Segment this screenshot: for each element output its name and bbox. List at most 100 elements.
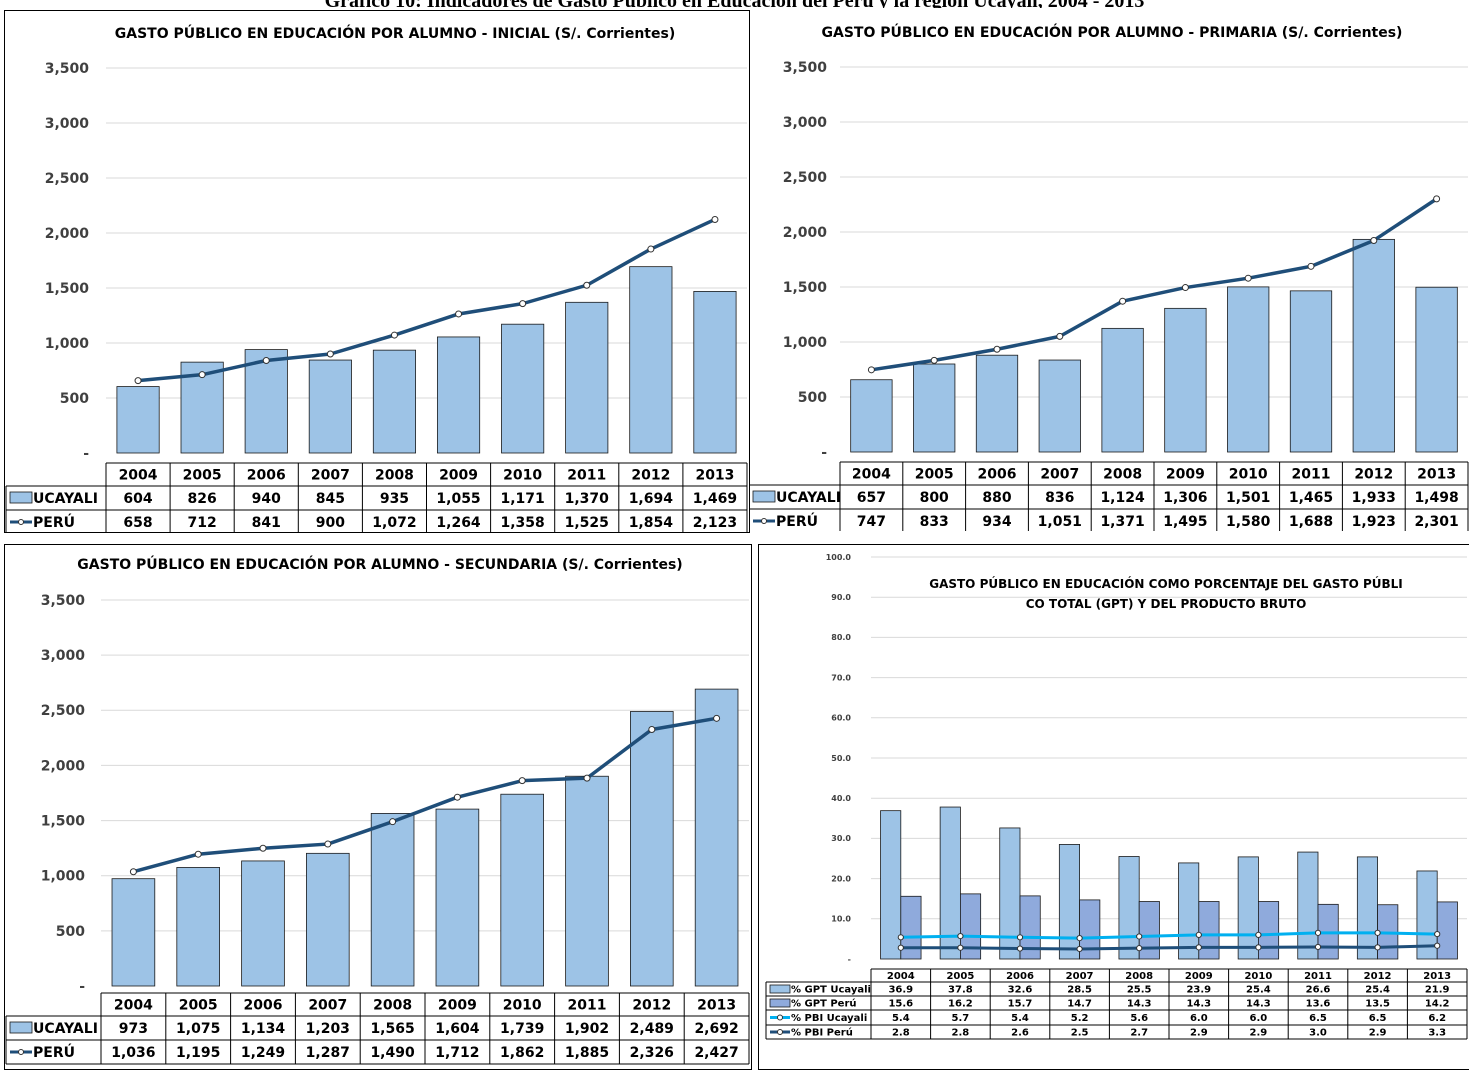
bar-peru: [1258, 902, 1278, 959]
data-label: 21.9: [1425, 985, 1450, 996]
x-category-label: 2013: [1417, 467, 1456, 483]
data-label: 15.6: [888, 999, 913, 1010]
data-label: 14.2: [1425, 999, 1450, 1010]
data-label: 1,465: [1289, 490, 1333, 506]
line-point: [325, 841, 331, 847]
legend-key-point: [778, 1015, 783, 1020]
chart-inicial: - 500 1,000 1,500 2,000 2,500 3,000 3,500 GASTO …: [5, 11, 749, 532]
line-point: [648, 246, 654, 252]
x-category-label: 2005: [915, 467, 954, 483]
line-point: [1017, 946, 1022, 951]
line-point: [390, 819, 396, 825]
y-tick-label: 1,500: [783, 280, 828, 296]
legend-label: % GPT Perú: [791, 998, 857, 1010]
x-category-label: 2009: [1166, 467, 1205, 483]
bar-ucayali: [1165, 308, 1206, 452]
data-label: 1,498: [1414, 490, 1458, 506]
data-label: 1,072: [372, 515, 416, 531]
y-tick-label: 1,000: [41, 869, 86, 885]
data-label: 1,036: [111, 1045, 155, 1061]
legend-key-bar: [10, 492, 32, 503]
x-category-label: 2007: [1040, 467, 1079, 483]
bar-ucayali: [1238, 857, 1258, 959]
x-category-label: 2004: [114, 998, 153, 1014]
data-label: 1,933: [1352, 490, 1396, 506]
line-point: [199, 372, 205, 378]
x-category-label: 2010: [1229, 467, 1268, 483]
data-label: 1,249: [241, 1045, 285, 1061]
bar-ucayali: [694, 291, 736, 453]
bar-peru: [901, 896, 921, 959]
y-tick-label: 3,500: [783, 60, 828, 76]
data-label: 1,712: [435, 1045, 479, 1061]
y-tick-label: 1,500: [41, 813, 86, 829]
line-point: [1182, 285, 1188, 291]
chart-title: GASTO PÚBLICO EN EDUCACIÓN POR ALUMNO - …: [822, 23, 1403, 41]
x-category-label: 2008: [1103, 467, 1142, 483]
chart-title-line: CO TOTAL (GPT) Y DEL PRODUCTO BRUTO: [1026, 597, 1307, 611]
data-label: 2,427: [694, 1045, 738, 1061]
legend-label: PERÚ: [776, 512, 818, 530]
data-label: 1,055: [436, 491, 480, 507]
legend-label: PERÚ: [33, 513, 75, 531]
data-label: 26.6: [1306, 985, 1331, 996]
data-label: 880: [982, 490, 1011, 506]
line-point: [1256, 945, 1261, 950]
data-label: 940: [252, 491, 281, 507]
bar-ucayali: [177, 867, 220, 986]
data-label: 2.8: [952, 1028, 970, 1039]
line-point: [714, 715, 720, 721]
x-category-label: 2009: [438, 998, 477, 1014]
chart-secundaria: - 500 1,000 1,500 2,000 2,500 3,000 3,500 GASTO …: [5, 545, 751, 1069]
x-category-label: 2011: [568, 998, 607, 1014]
data-label: 845: [316, 491, 345, 507]
x-category-label: 2011: [567, 468, 606, 484]
data-label: 1,565: [370, 1021, 414, 1037]
bar-ucayali: [976, 355, 1017, 452]
line-point: [391, 332, 397, 338]
x-category-label: 2004: [887, 971, 915, 982]
x-category-label: 2007: [308, 998, 347, 1014]
x-category-label: 2012: [1354, 467, 1393, 483]
line-point: [898, 935, 903, 940]
data-label: 28.5: [1067, 985, 1092, 996]
chart-title: GASTO PÚBLICO EN EDUCACIÓN POR ALUMNO - …: [115, 24, 675, 42]
y-tick-label: 90.0: [831, 593, 851, 602]
data-label: 1,739: [500, 1021, 544, 1037]
bar-ucayali: [1059, 844, 1079, 959]
data-label: 712: [188, 515, 217, 531]
data-label: 2.9: [1369, 1028, 1387, 1039]
y-tick-label: 2,000: [783, 225, 828, 241]
data-label: 14.3: [1186, 999, 1211, 1010]
x-category-label: 2006: [244, 998, 283, 1014]
x-category-label: 2005: [179, 998, 218, 1014]
data-label: 25.4: [1365, 985, 1390, 996]
y-tick-label: 500: [798, 390, 827, 406]
x-category-label: 2013: [697, 998, 736, 1014]
data-label: 1,862: [500, 1045, 544, 1061]
data-label: 1,195: [176, 1045, 220, 1061]
data-label: 800: [920, 490, 949, 506]
bar-ucayali: [913, 364, 954, 452]
data-label: 6.0: [1190, 1013, 1208, 1024]
line-point: [712, 216, 718, 222]
data-label: 1,134: [241, 1021, 286, 1037]
y-tick-label: 2,500: [783, 170, 828, 186]
line-point: [135, 378, 141, 384]
data-label: 2,326: [630, 1045, 674, 1061]
y-tick-label: 3,000: [41, 648, 86, 664]
series-line: [133, 718, 716, 871]
bar-ucayali: [1102, 328, 1143, 452]
y-tick-label: 2,500: [41, 703, 86, 719]
data-label: 935: [380, 491, 409, 507]
line-point: [1308, 263, 1314, 269]
x-category-label: 2004: [852, 467, 891, 483]
bar-ucayali: [1416, 287, 1457, 452]
data-label: 1,469: [693, 491, 737, 507]
page-title: Gráfico 10: Indicadores de Gasto Público…: [0, 0, 1469, 8]
bar-ucayali: [851, 380, 892, 452]
chart-title: GASTO PÚBLICO EN EDUCACIÓN POR ALUMNO - …: [77, 555, 682, 573]
y-tick-label: -: [79, 979, 85, 995]
data-label: 6.5: [1309, 1013, 1327, 1024]
y-tick-label: 80.0: [831, 633, 851, 642]
